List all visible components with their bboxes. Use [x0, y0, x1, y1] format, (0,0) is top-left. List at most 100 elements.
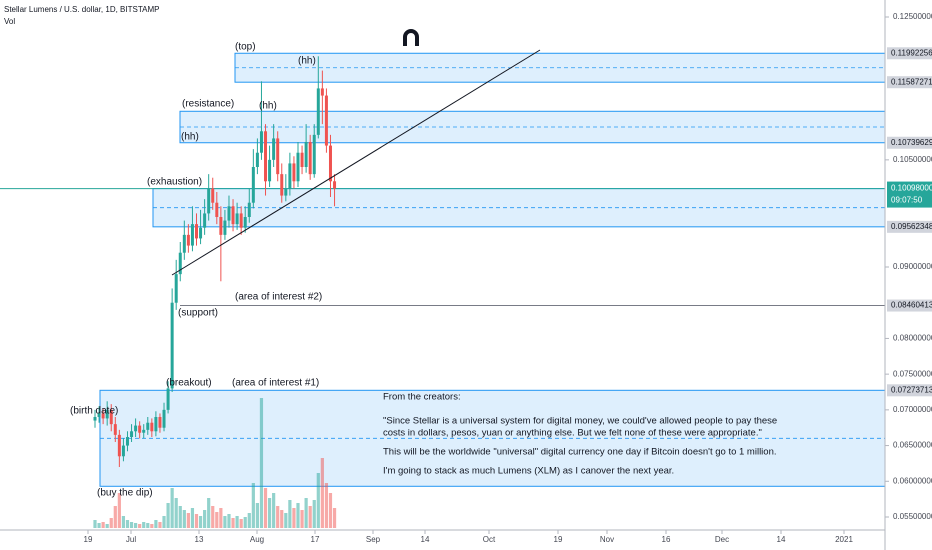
volume-bar: [324, 483, 329, 528]
candle-body: [150, 422, 154, 432]
candle-body: [235, 213, 239, 225]
x-tick-label: Aug: [250, 535, 264, 544]
note-line: This will be the worldwide "universal" d…: [383, 447, 777, 458]
volume-bar: [328, 493, 333, 528]
volume-bar: [150, 524, 154, 528]
candle-body: [284, 188, 288, 196]
volume-bar: [117, 493, 121, 528]
volume-bar: [296, 503, 300, 528]
annotation: (birth date): [70, 406, 118, 417]
volume-bar: [231, 518, 235, 528]
countdown-label: 09:07:50: [891, 196, 923, 205]
volume-bar: [320, 458, 324, 528]
level-label-box: [887, 384, 932, 397]
volume-bar: [255, 503, 259, 528]
volume-bar: [142, 522, 146, 528]
candle-body: [174, 274, 178, 303]
annotation: (hh): [298, 56, 316, 67]
candle-body: [186, 234, 190, 246]
volume-bar: [219, 508, 223, 528]
volume-bar: [182, 510, 186, 528]
candle-body: [296, 152, 300, 182]
candle-body: [170, 302, 174, 389]
volume-bar: [121, 516, 126, 528]
volume-bar: [235, 516, 239, 528]
volume-bar: [134, 523, 138, 528]
y-tick-label: 0.09000000: [893, 262, 932, 271]
candle-body: [178, 252, 182, 275]
volume-bar: [316, 473, 320, 528]
candle-body: [146, 422, 150, 430]
chart-title: Stellar Lumens / U.S. dollar, 1D, BITSTA…: [4, 5, 159, 14]
candle-body: [300, 152, 304, 167]
volume-label: Vol: [4, 17, 15, 26]
candle-body: [134, 425, 138, 432]
candle-body: [239, 213, 243, 228]
x-tick-label: 16: [662, 535, 671, 544]
volume-bar: [101, 522, 105, 528]
level-label-box: [887, 76, 932, 89]
volume-bar: [259, 398, 264, 528]
level-label-box: [887, 220, 932, 233]
level-label: 0.07273713: [891, 385, 932, 394]
volume-bar: [93, 520, 97, 528]
volume-bar: [198, 516, 203, 528]
volume-bar: [227, 514, 231, 528]
candle-body: [125, 437, 129, 446]
x-tick-label: Dec: [715, 535, 729, 544]
volume-bar: [304, 498, 308, 528]
candle-body: [203, 213, 207, 228]
candle-body: [162, 409, 166, 428]
volume-bar: [288, 500, 292, 528]
x-tick-label: Sep: [366, 535, 381, 544]
x-tick-label: 19: [554, 535, 563, 544]
candle-body: [312, 134, 316, 175]
volume-bar: [292, 508, 296, 528]
x-tick-label: 13: [195, 535, 204, 544]
y-tick-label: 0.12500000: [893, 12, 932, 21]
volume-bar: [223, 516, 227, 528]
annotation: (hh): [181, 132, 199, 143]
note-line: "Since Stellar is a universal system for…: [383, 416, 777, 427]
level-label-box: [887, 136, 932, 149]
volume-bar: [146, 523, 150, 528]
volume-bar: [308, 506, 312, 528]
volume-bar: [332, 508, 337, 528]
candle-body: [158, 417, 162, 428]
candle-body: [264, 131, 268, 182]
level-label: 0.11587271: [891, 77, 932, 86]
candle-body: [97, 413, 101, 417]
x-tick-label: 14: [421, 535, 430, 544]
candle-body: [105, 409, 109, 419]
candle-body: [207, 188, 211, 214]
candle-body: [195, 224, 198, 239]
volume-bar: [186, 513, 190, 528]
candle-body: [243, 217, 247, 228]
candle-body: [328, 145, 332, 182]
candle-body: [113, 424, 117, 435]
volume-bar: [263, 488, 268, 528]
candle-body: [308, 142, 312, 175]
volume-bar: [105, 524, 109, 528]
y-tick-label: 0.06500000: [893, 441, 932, 450]
y-tick-label: 0.10500000: [893, 155, 932, 164]
annotation: (area of interest #2): [235, 292, 322, 303]
volume-bar: [300, 510, 304, 528]
annotation: (support): [178, 308, 218, 319]
candle-body: [255, 152, 259, 167]
annotation: (hh): [259, 101, 277, 112]
volume-bar: [312, 500, 316, 528]
candle-body: [259, 131, 263, 153]
level-label: 0.08460413: [891, 301, 932, 310]
annotation: (resistance): [182, 99, 234, 110]
volume-bar: [247, 513, 251, 528]
candle-body: [268, 159, 272, 182]
annotation: (buy the dip): [97, 488, 153, 499]
candle-body: [219, 217, 223, 235]
candle-body: [304, 142, 308, 167]
volume-bar: [174, 498, 178, 528]
volume-bar: [129, 522, 134, 528]
candle-body: [227, 206, 231, 221]
annotation: (top): [235, 42, 256, 53]
